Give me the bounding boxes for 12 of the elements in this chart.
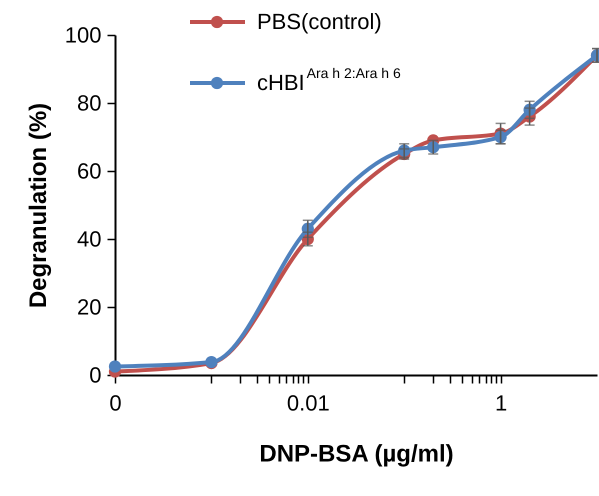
y-axis-title: Degranulation (%) (24, 102, 52, 308)
y-tick-label: 0 (89, 362, 102, 388)
y-tick-label: 100 (64, 22, 102, 48)
x-tick-label: 1 (494, 390, 508, 416)
legend-label: PBS(control) (257, 9, 382, 34)
y-tick-label: 60 (77, 158, 102, 184)
y-tick-label: 20 (77, 294, 102, 320)
x-axis-title: DNP-BSA (µg/ml) (259, 440, 454, 468)
x-tick-label: 0.01 (286, 390, 330, 416)
x-tick-label: 0 (109, 390, 122, 416)
y-tick-label: 40 (77, 226, 102, 252)
y-tick-label: 80 (77, 90, 102, 116)
